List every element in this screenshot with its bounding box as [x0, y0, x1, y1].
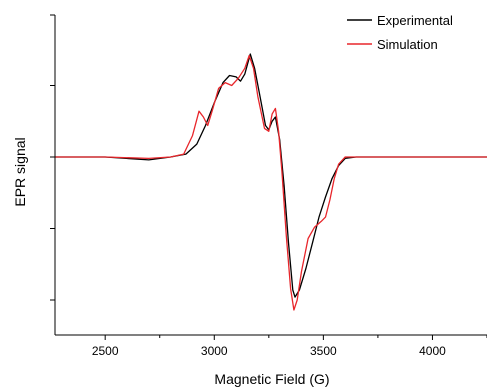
- x-tick-label: 4000: [419, 344, 446, 358]
- x-tick-label: 2500: [92, 344, 119, 358]
- y-axis-title: EPR signal: [12, 137, 28, 206]
- legend-label: Simulation: [377, 37, 438, 52]
- y-ticks: [50, 14, 55, 301]
- series-line-simulation: [55, 54, 487, 311]
- series-layer: [55, 53, 487, 311]
- x-tick-label: 3000: [201, 344, 228, 358]
- series-line-experimental: [55, 53, 487, 298]
- plot-area: 2500 3000 3500 4000: [50, 14, 487, 358]
- x-axis-title: Magnetic Field (G): [214, 371, 329, 387]
- x-ticks: 2500 3000 3500 4000: [92, 335, 487, 358]
- legend-label: Experimental: [377, 13, 453, 28]
- x-tick-label: 3500: [310, 344, 337, 358]
- legend: Experimental Simulation: [347, 13, 453, 52]
